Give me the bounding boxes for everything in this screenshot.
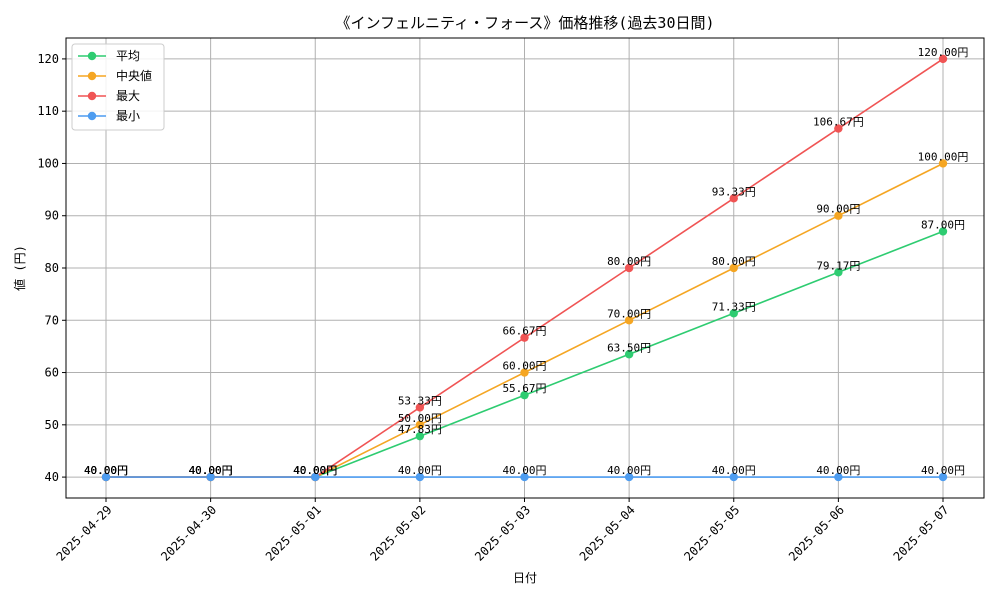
data-label: 50.00円 <box>398 412 442 425</box>
x-axis-label: 日付 <box>513 571 537 585</box>
data-label: 90.00円 <box>816 203 860 216</box>
data-label: 40.00円 <box>189 464 233 477</box>
y-tick-label: 70 <box>45 313 59 327</box>
data-label: 71.33円 <box>712 300 756 313</box>
legend-swatch-marker <box>87 111 97 121</box>
y-tick-label: 40 <box>45 470 59 484</box>
data-point <box>415 472 425 482</box>
x-tick-label: 2025-04-30 <box>158 503 219 564</box>
data-labels: 40.00円 40.00円 40.00円 47.83円 55.67円 63.50円 71.3… <box>84 46 968 477</box>
data-point <box>834 268 843 277</box>
data-label: 80.00円 <box>607 255 651 268</box>
data-label: 40.00円 <box>293 464 337 477</box>
data-point <box>101 472 111 482</box>
data-point <box>729 194 738 203</box>
legend-swatch-marker <box>87 51 97 61</box>
data-point <box>520 333 529 342</box>
y-axis-label: 値 (円) <box>12 245 27 291</box>
data-label: 40.00円 <box>712 464 756 477</box>
data-label: 40.00円 <box>398 464 442 477</box>
data-point <box>624 350 634 359</box>
data-point <box>938 159 948 168</box>
legend-swatch-marker <box>87 71 97 81</box>
x-tick-label: 2025-05-02 <box>367 503 428 564</box>
y-tick-label: 120 <box>37 52 59 66</box>
data-label: 70.00円 <box>607 307 651 320</box>
data-label: 40.00円 <box>189 464 233 477</box>
data-point <box>206 472 215 482</box>
data-label: 40.00円 <box>189 464 233 477</box>
x-tick-label: 2025-05-03 <box>472 503 533 564</box>
data-label: 87.00円 <box>921 218 965 231</box>
data-label: 40.00円 <box>607 464 651 477</box>
data-label: 100.00円 <box>918 150 969 163</box>
data-label: 40.00円 <box>502 464 546 477</box>
data-point <box>729 263 738 273</box>
data-label: 40.00円 <box>293 464 337 477</box>
data-label: 120.00円 <box>918 46 969 59</box>
data-label: 40.00円 <box>84 464 128 477</box>
data-point <box>834 124 843 133</box>
data-point <box>415 420 425 430</box>
data-point <box>938 472 948 482</box>
data-label: 60.00円 <box>502 360 546 373</box>
chart-title: 《インフェルニティ・フォース》価格推移(過去30日間) <box>335 14 714 32</box>
data-label: 93.33円 <box>712 185 756 198</box>
data-label: 66.67円 <box>502 325 546 338</box>
data-point <box>624 472 634 482</box>
data-point <box>834 472 843 482</box>
data-point <box>520 368 529 377</box>
data-label: 106.67円 <box>813 116 864 129</box>
data-label: 40.00円 <box>293 464 337 477</box>
data-label: 79.17円 <box>816 259 860 272</box>
x-tick-label: 2025-05-06 <box>786 503 847 564</box>
data-label: 47.83円 <box>398 423 442 436</box>
data-point <box>624 263 634 273</box>
x-tick-label: 2025-05-01 <box>263 503 324 564</box>
data-label: 55.67円 <box>502 382 546 395</box>
data-point <box>311 472 320 482</box>
data-point <box>624 316 634 325</box>
data-label: 40.00円 <box>84 464 128 477</box>
data-label: 40.00円 <box>84 464 128 477</box>
legend-label: 最小 <box>116 109 140 123</box>
data-point <box>938 227 948 236</box>
data-label: 80.00円 <box>712 255 756 268</box>
legend-label: 中央値 <box>116 68 152 83</box>
data-label: 40.00円 <box>921 464 965 477</box>
legend-label: 平均 <box>116 49 140 63</box>
y-tick-label: 60 <box>45 366 59 380</box>
legend-label: 最大 <box>116 89 140 103</box>
x-tick-label: 2025-04-29 <box>54 503 115 564</box>
axis-ticks: 2025-04-29 2025-04-30 2025-05-01 2025-05-02… <box>37 52 951 564</box>
x-tick-label: 2025-05-05 <box>681 503 742 564</box>
legend-box <box>71 43 165 131</box>
y-tick-label: 110 <box>37 104 59 118</box>
data-point <box>415 431 425 441</box>
data-label: 40.00円 <box>816 464 860 477</box>
y-tick-label: 90 <box>45 209 59 223</box>
data-point <box>729 472 738 482</box>
data-label: 40.00円 <box>189 464 233 477</box>
y-tick-label: 50 <box>45 418 59 432</box>
data-label: 40.00円 <box>293 464 337 477</box>
data-point <box>938 54 948 64</box>
data-point <box>520 472 529 482</box>
data-label: 53.33円 <box>398 394 442 407</box>
x-tick-label: 2025-05-07 <box>891 503 952 564</box>
series-lines <box>101 54 948 482</box>
data-label: 63.50円 <box>607 341 651 354</box>
y-tick-label: 100 <box>37 156 59 170</box>
data-label: 40.00円 <box>84 464 128 477</box>
data-point <box>729 309 738 318</box>
grid <box>66 38 984 498</box>
data-point <box>834 211 843 220</box>
legend-swatch-marker <box>87 91 97 101</box>
y-tick-label: 80 <box>45 261 59 275</box>
x-tick-label: 2025-05-04 <box>577 503 638 564</box>
data-point <box>520 390 529 400</box>
data-point <box>415 403 425 412</box>
